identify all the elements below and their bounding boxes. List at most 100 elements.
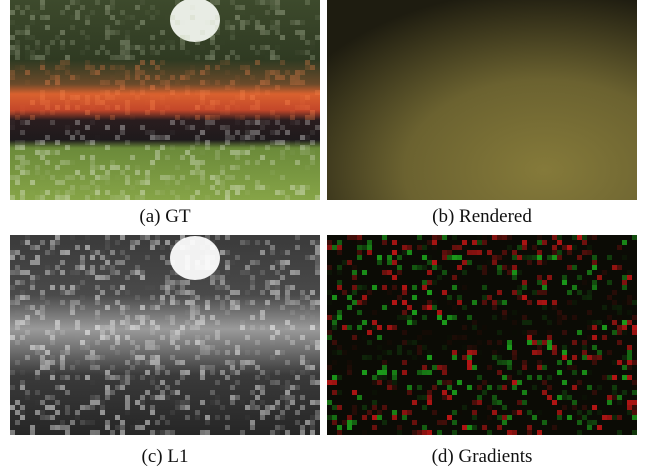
pixel (337, 310, 342, 315)
pixel (175, 330, 180, 335)
pixel (265, 145, 270, 150)
pixel (105, 395, 110, 400)
pixel (507, 380, 512, 385)
pixel (60, 175, 65, 180)
pixel (65, 430, 70, 435)
pixel (240, 25, 245, 30)
pixel (110, 320, 115, 325)
pixel (40, 110, 45, 115)
pixel (215, 15, 220, 20)
pixel (25, 315, 30, 320)
pixel (200, 430, 205, 435)
pixel (290, 185, 295, 190)
pixel (40, 400, 45, 405)
pixel (627, 355, 632, 360)
pixel (85, 275, 90, 280)
pixel (20, 195, 25, 200)
pixel (512, 365, 517, 370)
pixel (617, 315, 622, 320)
pixel (155, 365, 160, 370)
pixel (150, 35, 155, 40)
pixel (235, 105, 240, 110)
pixel (582, 235, 587, 240)
pixel (255, 100, 260, 105)
pixel (582, 370, 587, 375)
pixel (537, 260, 542, 265)
pixel (160, 395, 165, 400)
pixel (467, 260, 472, 265)
pixel (145, 180, 150, 185)
pixel (412, 310, 417, 315)
pixel (15, 115, 20, 120)
pixel (10, 190, 15, 195)
pixel (95, 430, 100, 435)
pixel (110, 15, 115, 20)
pixel (80, 280, 85, 285)
pixel (185, 50, 190, 55)
pixel (110, 390, 115, 395)
pixel (280, 190, 285, 195)
pixel (200, 180, 205, 185)
pixel (372, 375, 377, 380)
pixel (75, 265, 80, 270)
pixel (95, 360, 100, 365)
pixel (65, 195, 70, 200)
pixel (175, 195, 180, 200)
pixel (627, 360, 632, 365)
pixel (185, 185, 190, 190)
pixel (417, 350, 422, 355)
pixel (140, 80, 145, 85)
pixel (305, 50, 310, 55)
pixel (300, 315, 305, 320)
pixel (402, 245, 407, 250)
pixel (477, 340, 482, 345)
pixel (305, 185, 310, 190)
pixel (20, 155, 25, 160)
pixel (15, 155, 20, 160)
pixel (332, 360, 337, 365)
pixel (125, 410, 130, 415)
pixel (50, 395, 55, 400)
pixel (60, 285, 65, 290)
pixel (120, 380, 125, 385)
pixel (210, 100, 215, 105)
pixel (10, 50, 15, 55)
pixel (442, 420, 447, 425)
pixel (140, 45, 145, 50)
pixel (170, 315, 175, 320)
pixel (492, 305, 497, 310)
pixel (75, 95, 80, 100)
pixel (310, 415, 315, 420)
pixel (457, 300, 462, 305)
pixel (145, 315, 150, 320)
pixel (362, 405, 367, 410)
pixel (200, 160, 205, 165)
pixel (205, 345, 210, 350)
pixel (592, 320, 597, 325)
pixel (210, 120, 215, 125)
pixel (295, 420, 300, 425)
pixel (30, 15, 35, 20)
pixel (35, 400, 40, 405)
pixel (155, 240, 160, 245)
pixel (135, 270, 140, 275)
pixel (497, 425, 502, 430)
pixel (90, 355, 95, 360)
pixel (45, 80, 50, 85)
pixel (180, 175, 185, 180)
pixel (160, 175, 165, 180)
pixel (175, 405, 180, 410)
pixel (80, 100, 85, 105)
pixel (75, 15, 80, 20)
pixel (165, 290, 170, 295)
pixel (255, 25, 260, 30)
pixel (315, 400, 320, 405)
pixel (200, 30, 205, 35)
pixel (592, 260, 597, 265)
pixel (110, 55, 115, 60)
pixel (140, 375, 145, 380)
pixel (155, 345, 160, 350)
pixel (367, 330, 372, 335)
pixel (532, 255, 537, 260)
pixel (140, 275, 145, 280)
